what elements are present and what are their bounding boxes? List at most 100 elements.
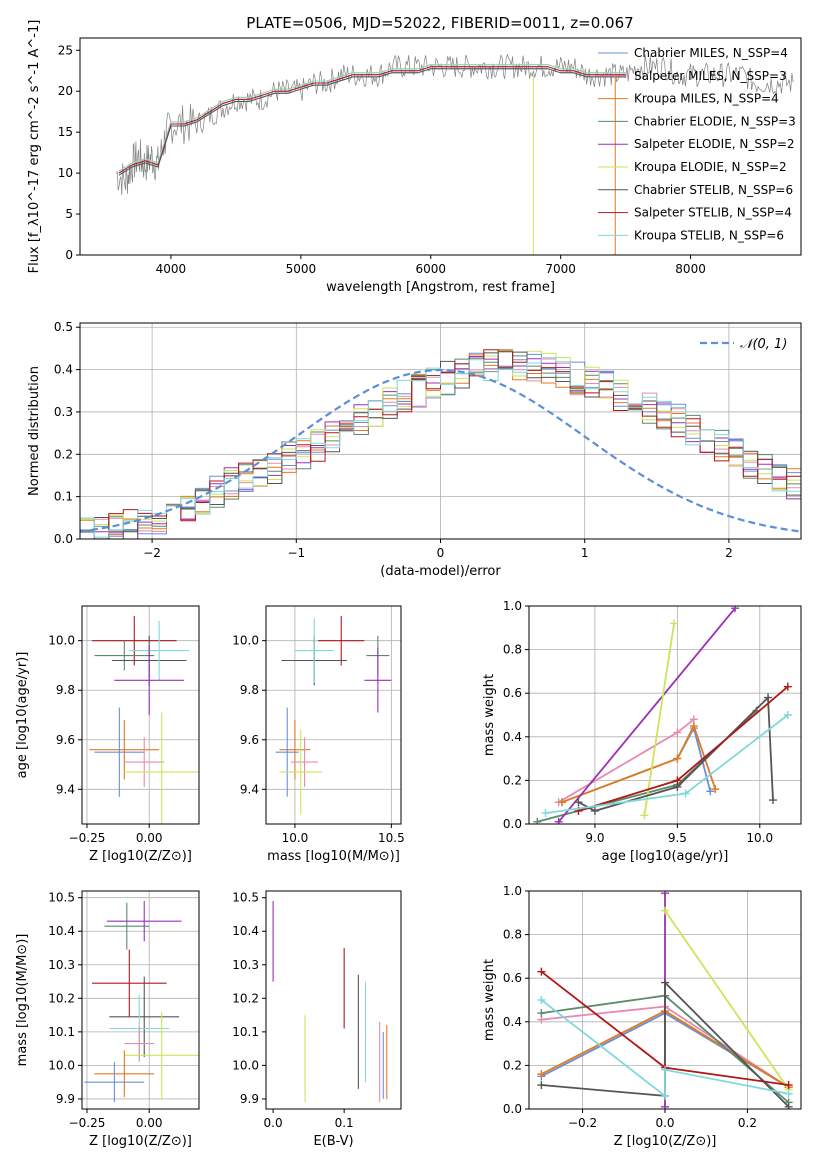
y-tick-label: 9.4: [56, 782, 75, 796]
y-tick-label: 10.1: [232, 1025, 259, 1039]
weight-marker: [537, 967, 546, 976]
y-tick-label: 9.6: [56, 733, 75, 747]
y-tick-label: 9.4: [240, 782, 259, 796]
y-tick-label: 9.6: [240, 733, 259, 747]
y-tick-label: 10.0: [48, 634, 75, 648]
weight-line: [643, 623, 675, 816]
x-tick-label: 0.00: [136, 1116, 163, 1130]
y-tick-label: 1.0: [503, 599, 522, 613]
axes-frame: [265, 605, 402, 825]
y-tick-label: 0.3: [54, 405, 73, 419]
x-axis-label: Z [log10(Z/Z⊙)]: [89, 1134, 192, 1149]
weight-marker: [537, 1009, 546, 1018]
y-axis-label: mass [log10(M/M⊙)]: [15, 934, 30, 1067]
x-axis-label: (data-model)/error: [380, 564, 501, 579]
x-tick-label: 9.5: [668, 831, 687, 845]
x-tick-label: 10.0: [746, 831, 773, 845]
model-spectrum-line: [118, 66, 626, 174]
chart-age-vs-mass: 10.0 10.5 9.4 9.6 9.8 10.0 mass [log10(M/M⊙)]: [232, 605, 405, 864]
y-tick-label: 10.0: [232, 634, 259, 648]
y-tick-label: 9.9: [56, 1092, 75, 1106]
y-tick-label: 25: [58, 43, 73, 57]
weight-marker: [533, 817, 542, 824]
y-tick-label: 10.2: [232, 991, 259, 1005]
y-tick-label: 10.5: [48, 891, 75, 905]
weight-marker: [706, 787, 715, 796]
legend-label: Salpeter ELODIE, N_SSP=2: [634, 137, 795, 151]
y-tick-label: 0.4: [54, 363, 73, 377]
y-axis-label: mass weight: [482, 959, 497, 1041]
axes-frame: [528, 890, 802, 1110]
axes-frame: [81, 605, 200, 825]
weight-marker: [731, 606, 740, 613]
x-tick-label: 0.00: [136, 831, 163, 845]
legend-label: Chabrier ELODIE, N_SSP=3: [634, 114, 796, 128]
y-tick-label: 0.5: [54, 320, 73, 334]
x-tick-label: −0.25: [69, 1116, 106, 1130]
y-tick-label: 10.3: [48, 958, 75, 972]
weight-marker: [661, 1102, 669, 1109]
weight-marker: [673, 728, 682, 737]
y-axis-label: Flux [f_λ10^-17 erg cm^-2 s^-1 A^-1]: [27, 20, 42, 274]
weight-marker: [783, 711, 792, 719]
weight-line: [664, 910, 790, 1090]
chart-weight-vs-Z: −0.2 0.0 0.2 0.0 0.2 0.4 0.6 0.8 1.0 Z [log10(Z/Z…: [482, 884, 802, 1149]
y-tick-label: 10.0: [232, 1058, 259, 1072]
y-tick-label: 9.8: [240, 683, 259, 697]
weight-marker: [689, 721, 698, 730]
x-tick-label: 10.5: [378, 831, 405, 845]
x-axis-label: mass [log10(M/M⊙)]: [267, 849, 400, 864]
legend-label: Kroupa STELIB, N_SSP=6: [634, 228, 784, 242]
weight-marker: [711, 785, 720, 794]
weight-marker: [768, 796, 777, 805]
x-axis-label: age [log10(age/yr)]: [602, 849, 729, 864]
weight-marker: [640, 811, 649, 820]
weight-marker: [784, 1089, 793, 1098]
residual-histogram: [80, 357, 801, 538]
y-tick-label: 0.2: [503, 773, 522, 787]
x-axis-label: Z [log10(Z/Z⊙)]: [614, 1134, 717, 1149]
y-tick-label: 10.2: [48, 991, 75, 1005]
y-tick-label: 0.1: [54, 490, 73, 504]
x-tick-label: 5000: [286, 262, 317, 276]
y-tick-label: 10.0: [48, 1058, 75, 1072]
plot-area: [80, 323, 801, 539]
weight-line: [558, 607, 736, 823]
axes-frame: [81, 890, 200, 1110]
y-tick-label: 10.1: [48, 1025, 75, 1039]
legend-label: Salpeter STELIB, N_SSP=4: [634, 206, 792, 220]
weight-marker: [764, 693, 773, 702]
weight-line: [578, 695, 774, 812]
weight-marker: [661, 891, 669, 898]
y-tick-label: 0.4: [503, 1015, 522, 1029]
weight-marker: [784, 1102, 793, 1109]
x-tick-label: 0.0: [655, 1116, 674, 1130]
x-tick-label: −0.2: [568, 1116, 597, 1130]
y-tick-label: 1.0: [503, 884, 522, 898]
weight-marker: [661, 1065, 669, 1074]
y-tick-label: 0.0: [54, 532, 73, 546]
y-tick-label: 5: [65, 207, 73, 221]
y-tick-label: 20: [58, 84, 73, 98]
weight-marker: [670, 619, 679, 628]
weight-marker: [537, 1070, 546, 1079]
chart-mass-vs-Z: −0.25 0.00 9.9 10.0 10.1 10.2 10.3 10.4 10.5 Z [l…: [15, 890, 200, 1149]
weight-marker: [554, 817, 563, 824]
weight-marker: [557, 798, 566, 807]
axes-frame: [265, 890, 402, 1110]
y-tick-label: 0.2: [503, 1058, 522, 1072]
weight-marker: [661, 978, 669, 987]
y-tick-label: 0.2: [54, 447, 73, 461]
y-tick-label: 0: [65, 248, 73, 262]
chart-spectrum: 4000 5000 6000 7000 8000 0 5 10 15 20 25 wavelength…: [27, 20, 802, 295]
weight-line: [540, 999, 789, 1098]
y-tick-label: 15: [58, 125, 73, 139]
y-tick-label: 0.8: [503, 928, 522, 942]
legend-label: Chabrier STELIB, N_SSP=6: [634, 183, 793, 197]
plot-area: [272, 901, 388, 1103]
weight-marker: [574, 798, 583, 807]
x-tick-label: 10.0: [282, 831, 309, 845]
plot-area: [266, 606, 401, 824]
x-tick-label: 2: [725, 546, 733, 560]
x-axis-label: Z [log10(Z/Z⊙)]: [89, 849, 192, 864]
